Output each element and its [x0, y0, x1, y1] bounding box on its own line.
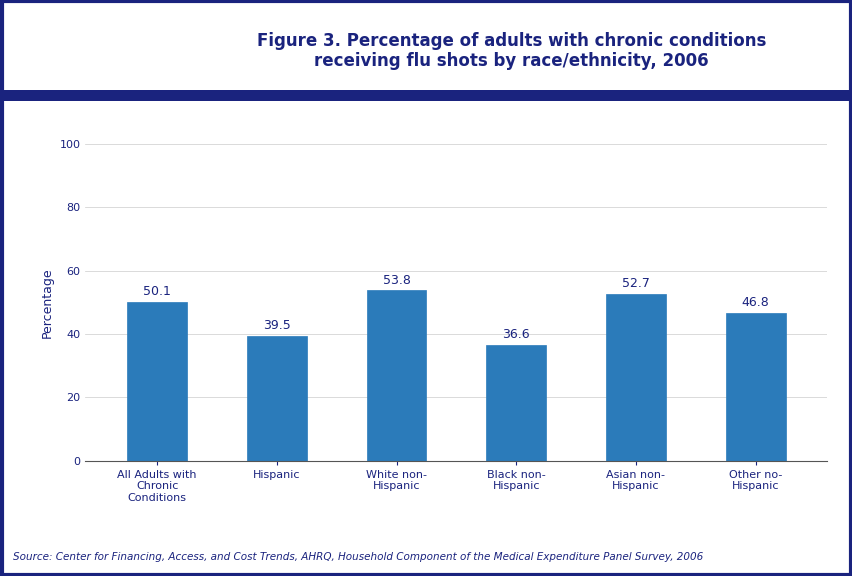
Bar: [486, 345, 545, 461]
Text: 52.7: 52.7: [621, 277, 649, 290]
Bar: [605, 294, 665, 461]
Text: 39.5: 39.5: [262, 319, 291, 332]
Bar: [366, 290, 426, 461]
Text: Advancing
Excellence in
Health Care: Advancing Excellence in Health Care: [121, 46, 168, 66]
Bar: [725, 313, 785, 461]
Text: 36.6: 36.6: [502, 328, 529, 341]
Y-axis label: Percentage: Percentage: [41, 267, 54, 338]
Bar: [96, 13, 200, 82]
Bar: [246, 336, 307, 461]
Legend: Received flu shots: Received flu shots: [381, 55, 531, 81]
Text: 53.8: 53.8: [382, 274, 410, 287]
Text: Figure 3. Percentage of adults with chronic conditions
receiving flu shots by ra: Figure 3. Percentage of adults with chro…: [256, 32, 766, 70]
Text: 50.1: 50.1: [143, 285, 171, 298]
Text: Source: Center for Financing, Access, and Cost Trends, AHRQ, Household Component: Source: Center for Financing, Access, an…: [13, 552, 702, 562]
Bar: [127, 302, 187, 461]
Text: 46.8: 46.8: [741, 295, 769, 309]
Text: AHRQ: AHRQ: [112, 29, 176, 48]
